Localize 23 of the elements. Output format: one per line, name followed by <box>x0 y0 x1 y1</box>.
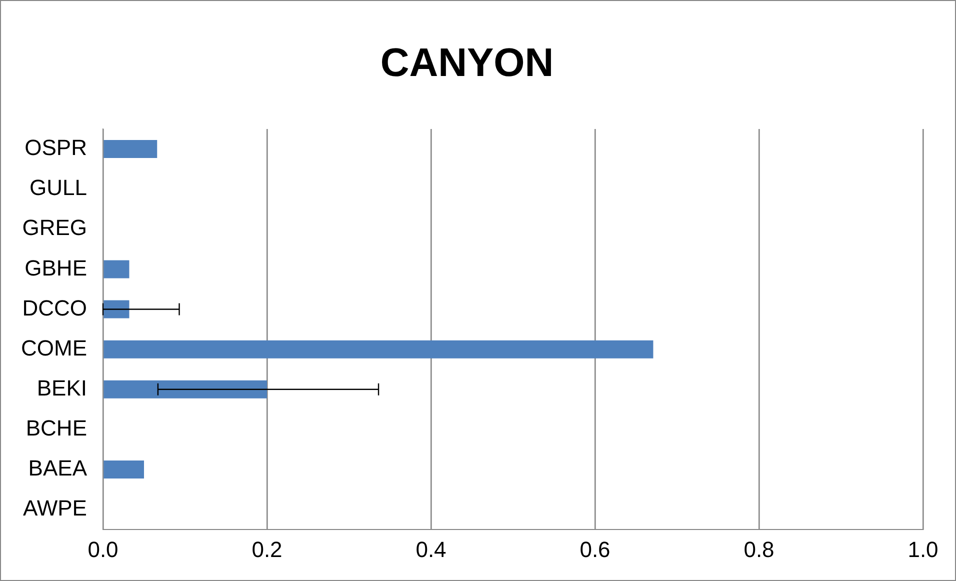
y-tick-label: OSPR <box>24 135 87 160</box>
y-tick-label: GULL <box>30 175 87 200</box>
bar <box>104 460 144 479</box>
y-tick-label: BCHE <box>26 416 87 441</box>
y-tick-label: BEKI <box>36 375 87 400</box>
bar <box>104 380 267 398</box>
y-tick-label: BAEA <box>28 456 88 481</box>
x-tick-label: 0.2 <box>252 536 282 562</box>
y-tick-label: GBHE <box>24 255 87 280</box>
x-tick-label: 0.6 <box>580 536 610 562</box>
bar <box>104 260 130 278</box>
y-tick-label: COME <box>21 335 87 360</box>
x-tick-label: 0.4 <box>416 536 446 562</box>
bar <box>104 340 654 358</box>
y-tick-label: AWPE <box>23 496 87 521</box>
x-tick-label: 0.0 <box>88 536 118 562</box>
bar <box>104 300 130 318</box>
y-tick-label: DCCO <box>22 295 87 320</box>
y-tick-label: GREG <box>22 215 87 240</box>
bar <box>104 140 158 158</box>
x-tick-label: 0.8 <box>744 536 774 562</box>
x-tick-label: 1.0 <box>908 536 938 562</box>
chart-title: CANYON <box>380 41 554 86</box>
